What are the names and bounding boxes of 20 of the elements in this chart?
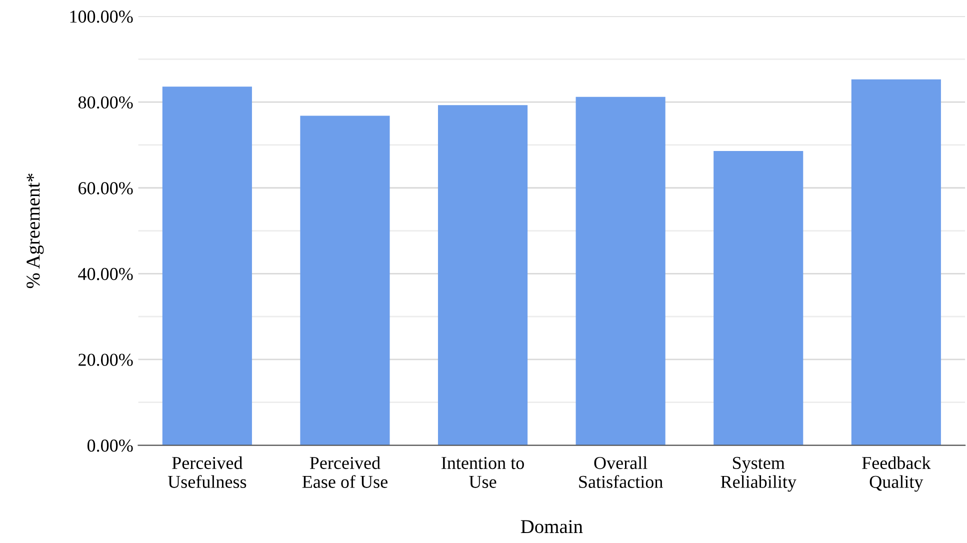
y-tick-label: 20.00% xyxy=(78,354,133,366)
x-axis-title: Domain xyxy=(520,520,583,534)
y-tick-label: 40.00% xyxy=(78,268,133,280)
y-tick-label: 100.00% xyxy=(70,10,133,23)
y-tick-label: 80.00% xyxy=(78,96,133,109)
bar xyxy=(438,105,528,446)
bar xyxy=(300,116,390,446)
bar xyxy=(851,79,941,446)
x-tick-label: Feedback Quality xyxy=(862,456,931,492)
y-tick-label: 0.00% xyxy=(87,440,133,452)
y-tick-label: 60.00% xyxy=(78,182,133,194)
x-tick-label: Perceived Usefulness xyxy=(168,456,246,488)
x-tick-label: System Reliability xyxy=(720,456,796,492)
y-axis-title: % Agreement* xyxy=(26,174,44,288)
bar xyxy=(576,96,666,446)
bar xyxy=(162,86,252,446)
x-tick-label: Perceived Ease of Use xyxy=(302,456,388,488)
x-tick-label: Intention to Use xyxy=(442,456,524,488)
bar xyxy=(714,150,804,446)
x-tick-label: Overall Satisfaction xyxy=(579,456,663,488)
